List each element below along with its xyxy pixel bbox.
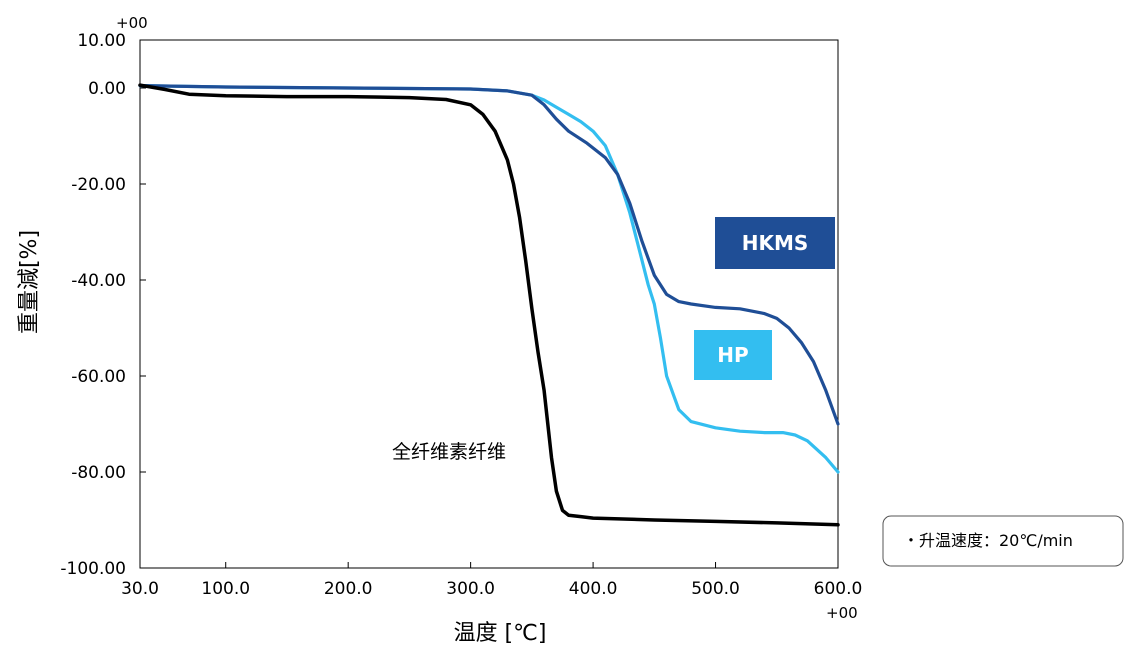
x-axis-title: 温度 [℃] xyxy=(454,621,547,645)
series-line-cellulose xyxy=(138,83,840,527)
x-tick-label: 200.0 xyxy=(324,579,373,599)
series-layer xyxy=(138,83,840,527)
x-tick-exponent: +00 xyxy=(826,604,858,622)
y-tick-label: -40.00 xyxy=(71,271,126,291)
heating-rate-note: ・升温速度：20℃/min xyxy=(882,515,1124,567)
legend-hkms: HKMS xyxy=(715,217,835,269)
cellulose-annotation: 全纤维素纤维 xyxy=(392,441,506,463)
legend-hkms-box xyxy=(715,217,835,269)
y-tick-label: -20.00 xyxy=(71,175,126,195)
x-tick-label: 300.0 xyxy=(446,579,495,599)
x-tick-label: 500.0 xyxy=(691,579,740,599)
y-tick-exponent: +00 xyxy=(116,14,148,32)
series-line-hp xyxy=(138,83,840,474)
legend-hp-label: HP xyxy=(717,343,748,367)
y-tick-label: -80.00 xyxy=(71,463,126,483)
y-tick-label: -60.00 xyxy=(71,367,126,387)
note-box xyxy=(882,515,1124,567)
legend-hp: HP xyxy=(694,330,772,380)
y-axis-ticks: 10.00 0.00 -20.00 -40.00 -60.00 -80.00 -100.00 xyxy=(60,31,146,579)
y-tick-label: -100.00 xyxy=(60,559,126,579)
plot-frame xyxy=(139,39,839,569)
legend-hkms-label: HKMS xyxy=(742,231,809,255)
x-tick-label: 100.0 xyxy=(201,579,250,599)
note-text: ・升温速度：20℃/min xyxy=(903,531,1073,550)
y-tick-label: 0.00 xyxy=(88,79,126,99)
series-line-hkms xyxy=(138,83,840,426)
x-tick-label: 400.0 xyxy=(569,579,618,599)
y-axis-title: 重量減[%] xyxy=(17,230,42,334)
x-tick-label: 600.0 xyxy=(814,579,863,599)
legend-hp-box xyxy=(694,330,772,380)
y-tick-label: 10.00 xyxy=(77,31,126,51)
x-axis-ticks: 30.0 100.0 200.0 300.0 400.0 500.0 600.0 xyxy=(121,562,862,599)
x-tick-label: 30.0 xyxy=(121,579,159,599)
